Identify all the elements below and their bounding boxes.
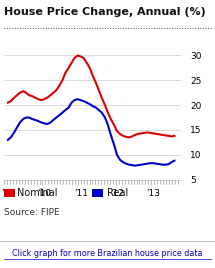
Text: Real: Real bbox=[108, 188, 129, 198]
Text: House Price Change, Annual (%): House Price Change, Annual (%) bbox=[4, 7, 206, 17]
Text: Source: FIPE: Source: FIPE bbox=[4, 208, 60, 217]
Text: Click graph for more Brazilian house price data: Click graph for more Brazilian house pri… bbox=[12, 249, 203, 258]
Text: Nominal: Nominal bbox=[17, 188, 58, 198]
